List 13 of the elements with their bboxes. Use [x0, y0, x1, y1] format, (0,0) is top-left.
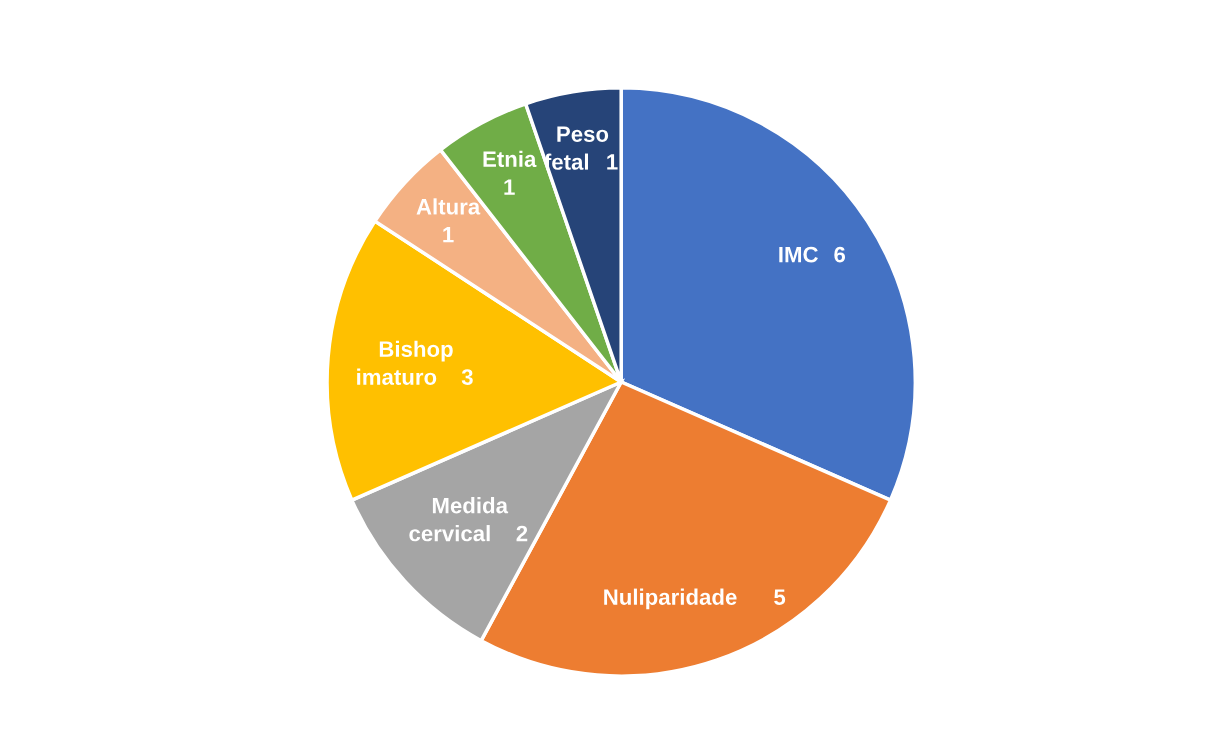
data-label: 5 [774, 589, 786, 605]
slice-label: Altura [416, 198, 481, 215]
slice-label: Bishop imaturo [357, 340, 453, 385]
data-label: 1 [504, 179, 515, 195]
slice-label: IMC [779, 246, 818, 263]
slice-label: Etnia [483, 150, 537, 168]
data-label: 1 [443, 227, 454, 243]
data-label: 3 [461, 369, 473, 385]
data-label: 6 [834, 246, 846, 263]
data-label: 1 [607, 154, 618, 170]
slice-label: Medida cervical [409, 497, 509, 542]
data-label: 2 [516, 525, 528, 542]
slice-label: Nuliparidade [604, 588, 737, 610]
